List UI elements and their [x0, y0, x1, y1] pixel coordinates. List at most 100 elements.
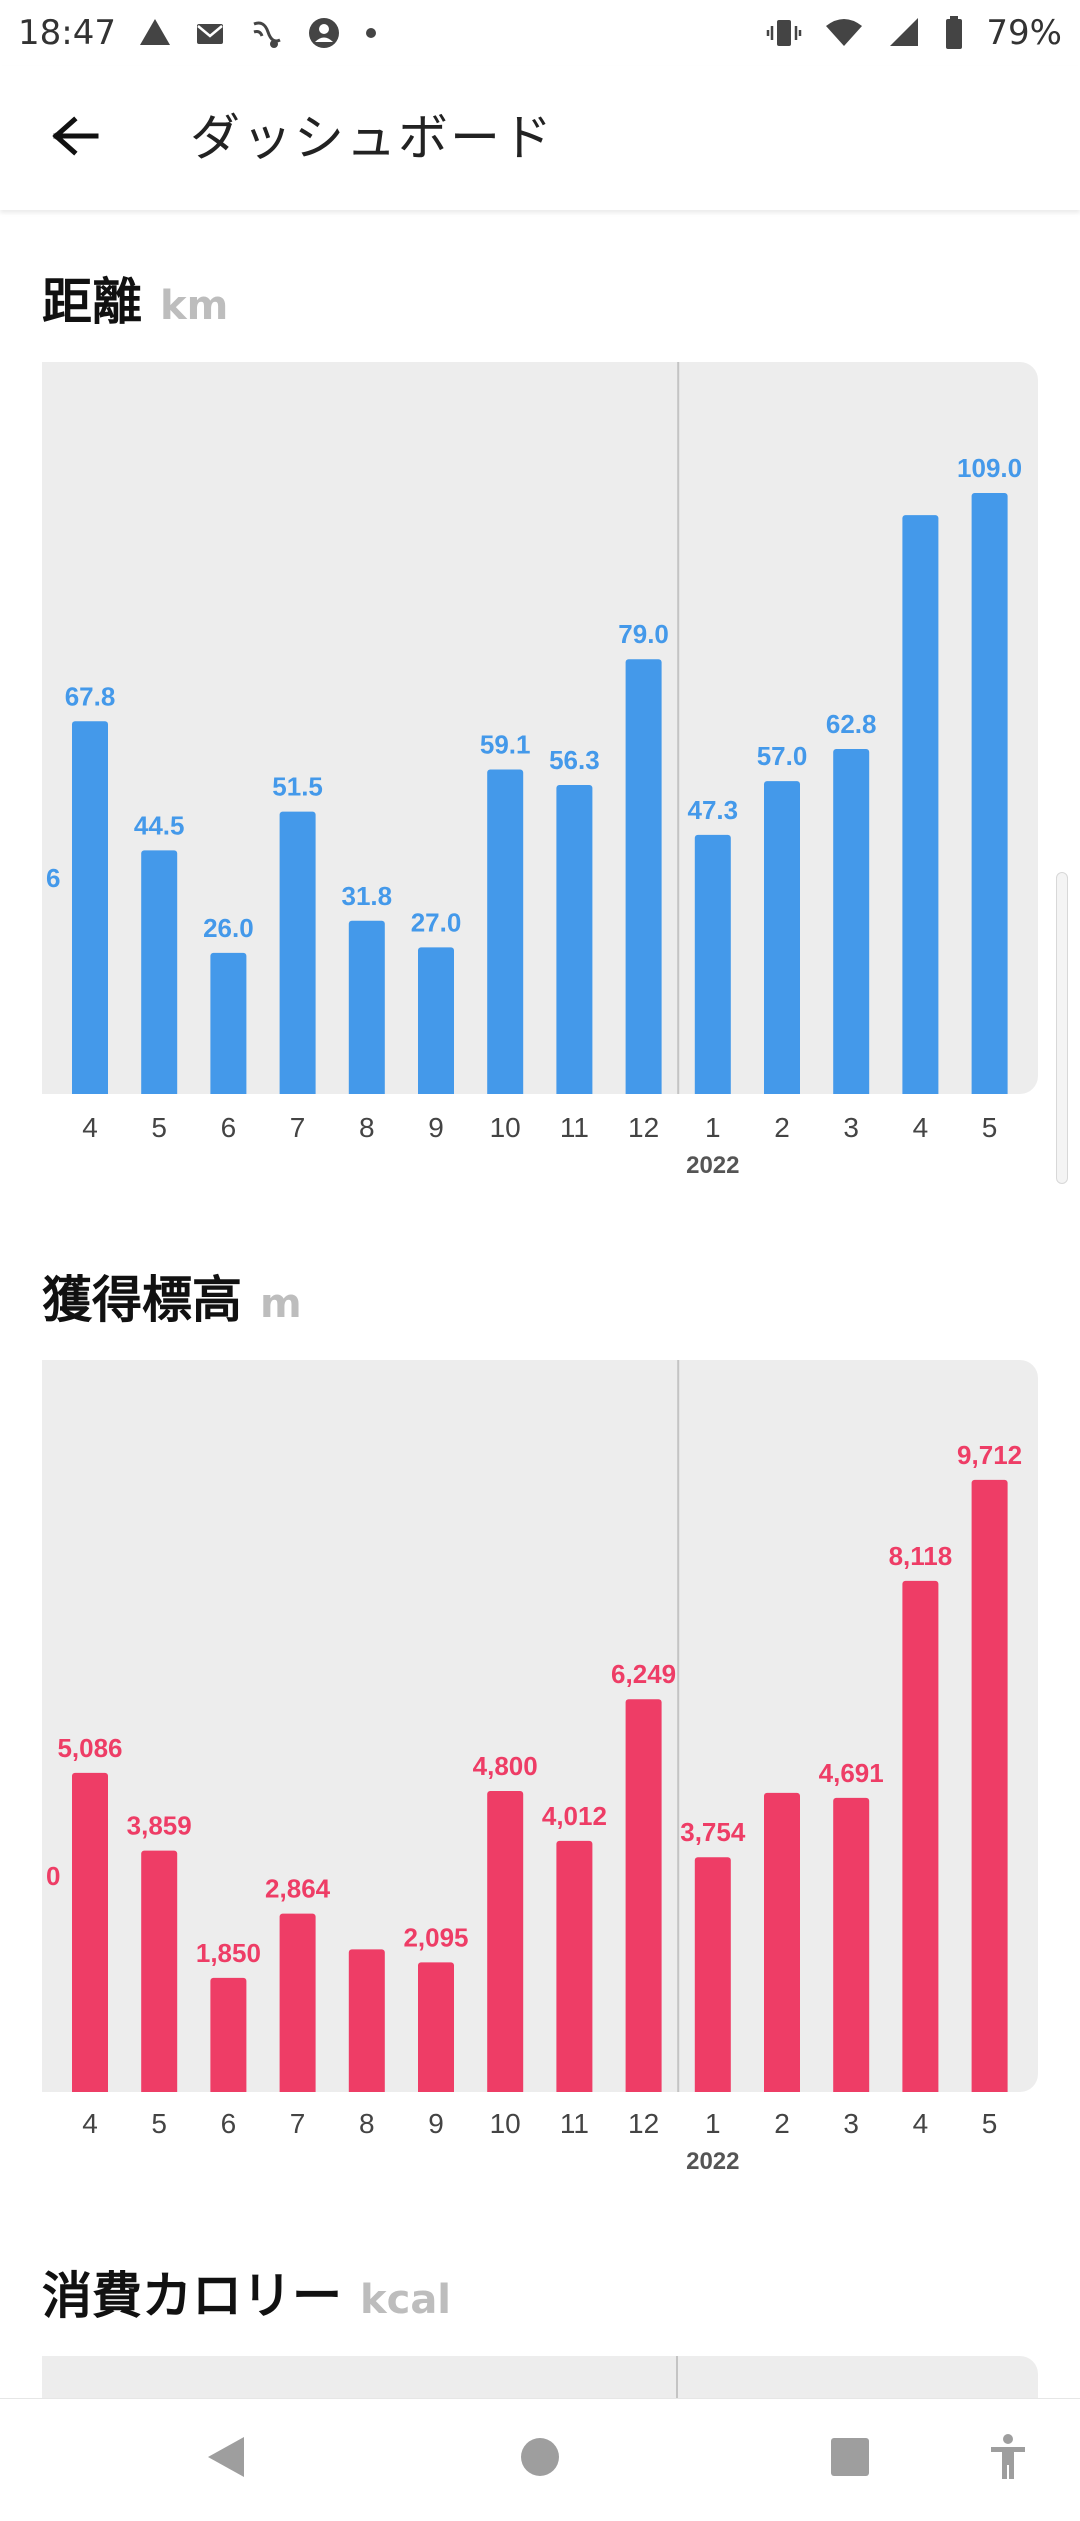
mail-icon	[194, 18, 226, 48]
bar	[971, 492, 1008, 1094]
bar	[210, 952, 247, 1094]
bar-value-label: 47.3	[687, 795, 738, 825]
x-tick-label: 6	[220, 2108, 237, 2139]
bar-value-label: 56.3	[549, 745, 600, 775]
calories-section-title: 消費カロリー kcal	[42, 2256, 451, 2328]
vibrate-icon	[766, 17, 802, 49]
bar	[764, 781, 800, 1094]
bar	[556, 1840, 593, 2092]
battery-icon	[944, 15, 964, 51]
bar	[487, 1791, 524, 2092]
bar	[971, 1479, 1008, 2092]
bar-value-label: 6	[46, 863, 60, 893]
bar-value-label: 31.8	[341, 881, 392, 911]
status-left: 18:47	[18, 13, 378, 53]
bar	[694, 834, 731, 1094]
bar	[141, 1850, 178, 2092]
nav-recents-button[interactable]	[810, 2419, 890, 2499]
bar	[694, 1857, 731, 2092]
bar-value-label: 5,086	[57, 1733, 122, 1763]
bar-value-label: 4,691	[819, 1758, 884, 1788]
bar-value-label: 9,712	[957, 1440, 1022, 1470]
dot-icon	[364, 26, 378, 40]
x-tick-label: 4	[82, 2108, 98, 2139]
bar-value-label: 67.8	[65, 681, 116, 711]
bar-value-label: 57.0	[757, 741, 808, 771]
x-tick-label: 10	[489, 1112, 521, 1143]
status-time: 18:47	[18, 13, 116, 53]
x-tick-label: 9	[428, 2108, 444, 2139]
battery-percent: 79%	[986, 13, 1062, 53]
x-tick-label: 8	[359, 1112, 375, 1143]
calories-unit: kcal	[360, 2277, 452, 2323]
bar	[833, 1797, 870, 2092]
signal-icon	[886, 16, 922, 50]
x-tick-label: 4	[912, 1112, 929, 1143]
bar-value-label: 59.1	[480, 729, 531, 759]
x-tick-label: 2	[774, 2108, 790, 2139]
bar	[833, 748, 870, 1094]
x-tick-label: 11	[559, 1112, 589, 1143]
app-bar: ダッシュボード	[0, 66, 1080, 210]
bar-value-label: 27.0	[411, 907, 462, 937]
x-tick-label: 1	[705, 2108, 721, 2139]
distance-chart[interactable]: 6 67.8 44.5 26.0 51.5 31.8 27.0 59.1 56.3 79.0 47.…	[42, 362, 1038, 1094]
bar	[210, 1977, 247, 2092]
back-triangle-icon	[204, 2434, 248, 2484]
bar-value-label: 2,095	[403, 1922, 468, 1952]
elevation-title: 獲得標高	[42, 1271, 242, 1329]
x-tick-label: 5	[151, 1112, 167, 1143]
elevation-chart[interactable]: 0 5,086 3,859 1,850 2,864 2,095 4,800 4,012 6,24…	[42, 1360, 1038, 2092]
bar	[72, 721, 108, 1094]
home-circle-icon	[519, 2436, 561, 2482]
distance-title: 距離	[42, 273, 142, 331]
x-tick-label: 3	[843, 2108, 859, 2139]
bar	[279, 1913, 316, 2092]
bar	[141, 850, 178, 1094]
bar-value-label: 3,754	[680, 1817, 746, 1847]
nav-home-button[interactable]	[500, 2419, 580, 2499]
bar	[764, 1792, 800, 2092]
x-tick-label: 4	[912, 2108, 929, 2139]
chart-scrollbar[interactable]	[1056, 872, 1068, 1184]
back-button[interactable]	[40, 102, 112, 174]
system-nav-bar	[0, 2398, 1080, 2521]
nav-back-button[interactable]	[186, 2419, 266, 2499]
bar-value-label: 6,249	[611, 1659, 676, 1689]
bar-value-label: 8,118	[889, 1541, 953, 1571]
bar-value-label: 3,859	[127, 1811, 192, 1841]
bar	[72, 1772, 108, 2092]
elevation-section-title: 獲得標高 m	[42, 1260, 302, 1332]
x-tick-label: 4	[82, 1112, 98, 1143]
drive-icon	[138, 17, 172, 49]
nav-accessibility-button[interactable]	[968, 2419, 1048, 2499]
bar	[279, 811, 316, 1094]
bar	[487, 769, 524, 1094]
x-tick-label: 7	[289, 2108, 306, 2139]
distance-unit: km	[160, 283, 229, 329]
chart-svg: 6 67.8 44.5 26.0 51.5 31.8 27.0 59.1 56.3 79.0 47.…	[46, 362, 1022, 1094]
nfc-icon	[248, 16, 284, 50]
bar-value-label: 79.0	[618, 619, 669, 649]
x-tick-label: 12	[628, 1112, 660, 1143]
accessibility-icon	[988, 2433, 1028, 2485]
elevation-x-axis: 4 5 6 7 8 9 10 11 12 1 2 3 4 5 2022	[42, 2108, 1038, 2188]
bar-value-label: 4,800	[473, 1751, 538, 1781]
status-right: 79%	[766, 13, 1062, 53]
x-tick-label: 3	[843, 1112, 859, 1143]
x-tick-label: 8	[359, 2108, 375, 2139]
wifi-icon	[824, 16, 864, 50]
distance-section-title: 距離 km	[42, 262, 228, 334]
year-label: 2022	[686, 1152, 740, 1179]
bar-value-label: 51.5	[272, 772, 323, 802]
status-bar: 18:47 79%	[0, 0, 1080, 66]
bar	[348, 1949, 385, 2092]
page-title: ダッシュボード	[190, 109, 554, 167]
bar	[625, 659, 662, 1094]
x-tick-label: 5	[981, 1112, 998, 1143]
elevation-unit: m	[260, 1281, 302, 1327]
calories-title: 消費カロリー	[42, 2267, 342, 2325]
arrow-back-icon	[52, 116, 100, 160]
bar	[418, 1962, 454, 2092]
